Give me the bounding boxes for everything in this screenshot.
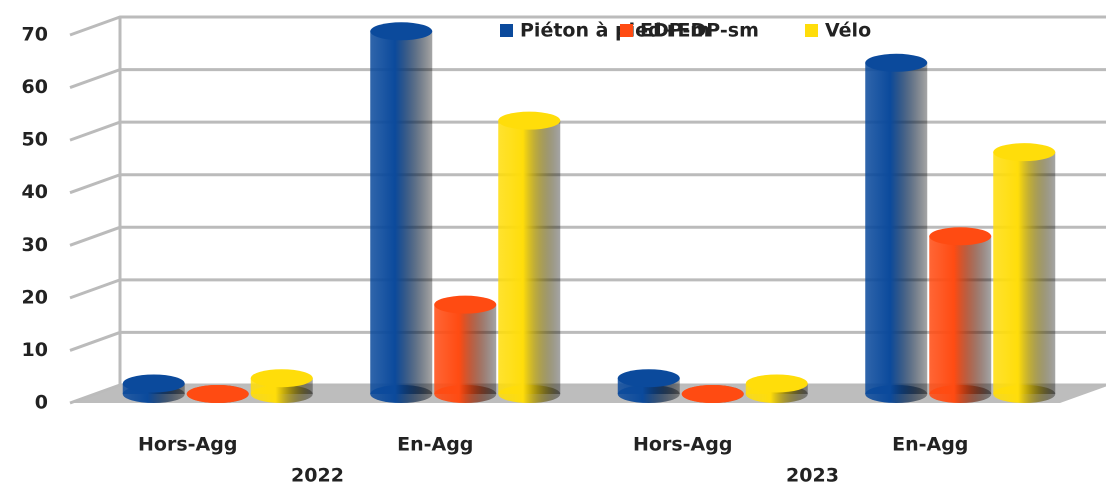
grid-line [69,68,1106,89]
grid-line [69,15,1106,37]
bar-body [370,31,433,395]
bar [745,374,808,403]
bar [865,53,928,403]
bar-top [617,369,680,388]
group-label: 2023 [786,465,839,487]
bar [993,143,1056,403]
grid-line [69,278,1106,300]
floor [70,385,1106,403]
bar [929,227,992,403]
bar-body [498,120,561,394]
y-tick-label: 70 [22,24,48,46]
x-tick-label: Hors-Agg [633,434,732,456]
bar [617,369,680,403]
y-tick-label: 10 [22,339,48,361]
grid-line [69,330,1106,352]
bar-top [434,295,497,314]
bar [370,22,433,403]
y-tick-label: 50 [22,129,48,151]
legend-swatch [805,24,818,37]
y-tick-label: 20 [22,286,48,308]
bar-top [929,227,992,246]
bar-top [122,374,185,393]
bar-top [186,385,249,403]
bar-body [865,62,928,395]
bar-top [370,22,433,41]
legend-swatch [500,24,513,37]
grid-line [69,120,1106,142]
bar [498,111,561,403]
bar-body [993,152,1056,394]
y-tick-label: 60 [22,76,48,98]
bar-top [681,385,744,403]
bar-top [250,369,313,388]
x-tick-label: En-Agg [397,434,473,456]
x-tick-label: Hors-Agg [138,434,237,456]
x-tick-label: En-Agg [892,434,968,456]
y-tick-label: 0 [35,392,48,414]
bar-top [745,374,808,393]
bar-top [498,111,561,130]
bar-top [865,53,928,72]
bar-body [929,236,992,394]
legend-swatch [620,24,633,37]
legend-label: EDP-m [640,20,710,42]
y-tick-label: 30 [22,234,48,256]
grid-line [69,225,1106,247]
bar [434,295,497,403]
legend-label: Piéton à pied+EDP-sm [520,20,759,42]
legend-label: Vélo [825,20,871,42]
grid-line [69,173,1106,195]
y-tick-label: 40 [22,181,48,203]
bar [250,369,313,403]
bar-body [434,304,497,394]
bar [681,385,744,403]
group-label: 2022 [291,465,344,487]
bar [186,385,249,403]
bar-top [993,143,1056,162]
bar [122,374,185,403]
